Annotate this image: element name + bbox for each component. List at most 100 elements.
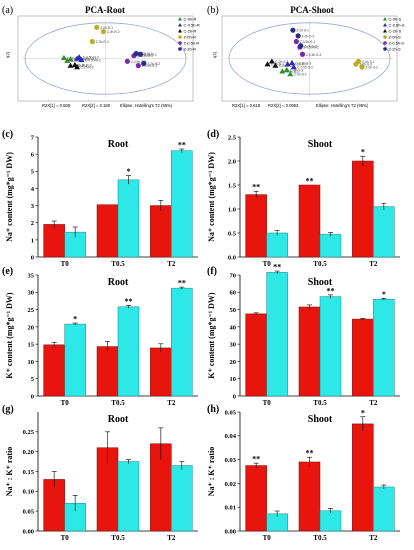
y-tick-label-e: 5 (31, 376, 35, 383)
pca-point-a (64, 57, 71, 63)
x-tick-label-f: T2 (369, 399, 378, 407)
significance-mark-d: * (361, 148, 365, 157)
bar-treatment-h (373, 486, 395, 532)
pca-point-label-b: Z-0.5h-S-1 (300, 40, 315, 44)
bar-treatment-e (171, 287, 193, 397)
y-tick-label-f: 10 (230, 376, 237, 383)
y-tick-label-f: 20 (230, 359, 237, 366)
pca-point-label-a: Z-2h-R-1 (144, 53, 157, 57)
chart-title-f: Shoot (308, 277, 333, 288)
pca-point-label-b: Z-2h-S-2 (302, 34, 315, 38)
pca-point-label-b: C-0.5h-S-2 (297, 66, 313, 70)
bar-treatment-f (319, 296, 342, 397)
bar-control-d (245, 194, 267, 258)
y-axis-label-g: Na⁺ : K⁺ ratio (5, 447, 14, 497)
y-tick-label-g: 0.05 (23, 509, 35, 516)
chart-title-h: Shoot (308, 414, 333, 425)
significance-mark-f: ** (327, 286, 335, 295)
y-tick-label-f: 0 (233, 393, 236, 400)
bar-control-f (298, 306, 321, 397)
pca-legend-marker-b (383, 41, 387, 45)
bar-control-h (245, 465, 267, 532)
pca-point-a (141, 60, 147, 67)
pca-legend-marker-b (383, 23, 387, 27)
y-tick-label-d: 1.5 (228, 182, 237, 189)
pca-point-a (100, 28, 106, 35)
pca-point-a (71, 61, 78, 68)
pca-point-label-a: C-0.5h-R-2 (85, 58, 101, 62)
bar-control-d (298, 184, 321, 258)
pca-point-a (78, 56, 85, 63)
x-tick-label-e: T0.5 (111, 399, 125, 407)
y-tick-label-f: 60 (230, 290, 237, 297)
pca-shoot-r2x1: R2X[1] = 0.618 (232, 103, 261, 108)
bar-treatment-e (64, 323, 86, 397)
pca-legend-label-b: Z-0.5h-S (389, 41, 405, 46)
panel-letter-c: (c) (2, 129, 13, 140)
bar-layer: Root 0 1 2 3 4 5 6 7 Na⁺ content (mg*g⁻¹ DW) T0 * T0… (5, 134, 400, 542)
x-tick-label-c: T2 (167, 260, 176, 268)
pca-point-a (76, 54, 83, 60)
pca-legend-label-a: Z-0.5h-R (184, 41, 200, 46)
significance-mark-e: ** (178, 279, 186, 288)
pca-legend-label-a: C-0.5h-R (184, 23, 200, 28)
bar-treatment-f (266, 272, 288, 397)
pca-legend-marker-a (178, 47, 182, 51)
pca-point-b (295, 33, 301, 39)
pca-point-label-a: Z-0.5h-R-3 (131, 60, 147, 64)
pca-legend-marker-a (178, 23, 182, 27)
x-tick-label-d: T0 (263, 260, 272, 268)
panel-letter-g: (g) (2, 404, 14, 415)
y-tick-label-e: 10 (28, 359, 35, 366)
pca-legend-label-b: C-2h-S (389, 29, 402, 34)
y-axis-label-h: Na⁺ : K⁺ ratio (207, 447, 216, 497)
y-axis-label-c: Na⁺ content (mg*g⁻¹ DW) (5, 152, 14, 242)
pca-point-label-a: C-0.5h-R-3 (83, 56, 99, 60)
pca-legend-marker-a (178, 41, 182, 45)
pca-shoot-ellipse-note: Ellipse: Hotelling's T2 (95%) (316, 103, 369, 108)
y-tick-label-f: 50 (230, 307, 237, 314)
pca-point-a (137, 51, 144, 57)
bar-control-c (43, 224, 65, 258)
pca-point-label-b: C-0h-S-1 (286, 70, 299, 74)
pca-legend-marker-a (178, 35, 182, 39)
bar-treatment-e (117, 306, 140, 397)
significance-mark-e: * (73, 315, 77, 324)
bar-treatment-g (117, 461, 140, 532)
pca-point-label-b: Z-0h-S-1 (362, 60, 375, 64)
bar-treatment-f (373, 298, 395, 397)
x-tick-label-e: T0 (61, 399, 70, 407)
y-tick-label-f: 40 (230, 324, 237, 331)
pca-plot-b: C-0h-S-1C-0h-S-2C-0h-S-3 C-0h-S C-0.5h-S-1… (221, 15, 405, 102)
pca-legend-marker-b (383, 29, 387, 33)
bar-control-h (352, 423, 374, 532)
x-tick-label-h: T0.5 (313, 534, 327, 542)
pca-point-b (290, 64, 297, 70)
y-tick-label-c: 3 (31, 203, 35, 210)
pca-point-label-a: C-0.5h-R-1 (81, 57, 97, 61)
bar-control-e (150, 347, 172, 397)
pca-legend-marker-b (383, 47, 387, 51)
significance-mark-h: * (361, 408, 365, 417)
y-tick-label-d: 2.0 (228, 158, 236, 165)
pca-point-b (279, 68, 286, 74)
chart-title-d: Shoot (308, 139, 333, 150)
y-tick-label-c: 1 (31, 237, 34, 244)
pca-point-label-b: Z-0.5h-S-2 (303, 46, 318, 50)
bar-chart-f: Shoot 0 10 20 30 40 50 60 70 K⁺ content (mg*g⁻¹ D… (207, 263, 400, 407)
panel-letter-d: (d) (207, 129, 219, 140)
pca-point-label-b: C-2h-S-3 (279, 64, 292, 68)
pca-shoot-ylabel: t[2] (212, 52, 217, 58)
pca-root-ylabel: t[2] (5, 52, 10, 58)
significance-mark-h: ** (306, 449, 314, 458)
pca-legend-label-b: C-0h-S (389, 17, 402, 22)
y-axis-label-e: K⁺ content (mg*g⁻¹ DW) (5, 292, 14, 379)
significance-mark-d: ** (252, 183, 260, 192)
pca-point-b (293, 38, 299, 45)
pca-point-label-a: Z-0h-R-2 (107, 30, 120, 34)
y-tick-label-f: 30 (230, 342, 237, 349)
y-tick-label-d: 0.0 (228, 254, 236, 261)
pca-point-label-b: C-0.5h-S-1 (291, 63, 307, 67)
x-tick-label-e: T2 (167, 399, 176, 407)
pca-legend-marker-a (178, 29, 182, 33)
